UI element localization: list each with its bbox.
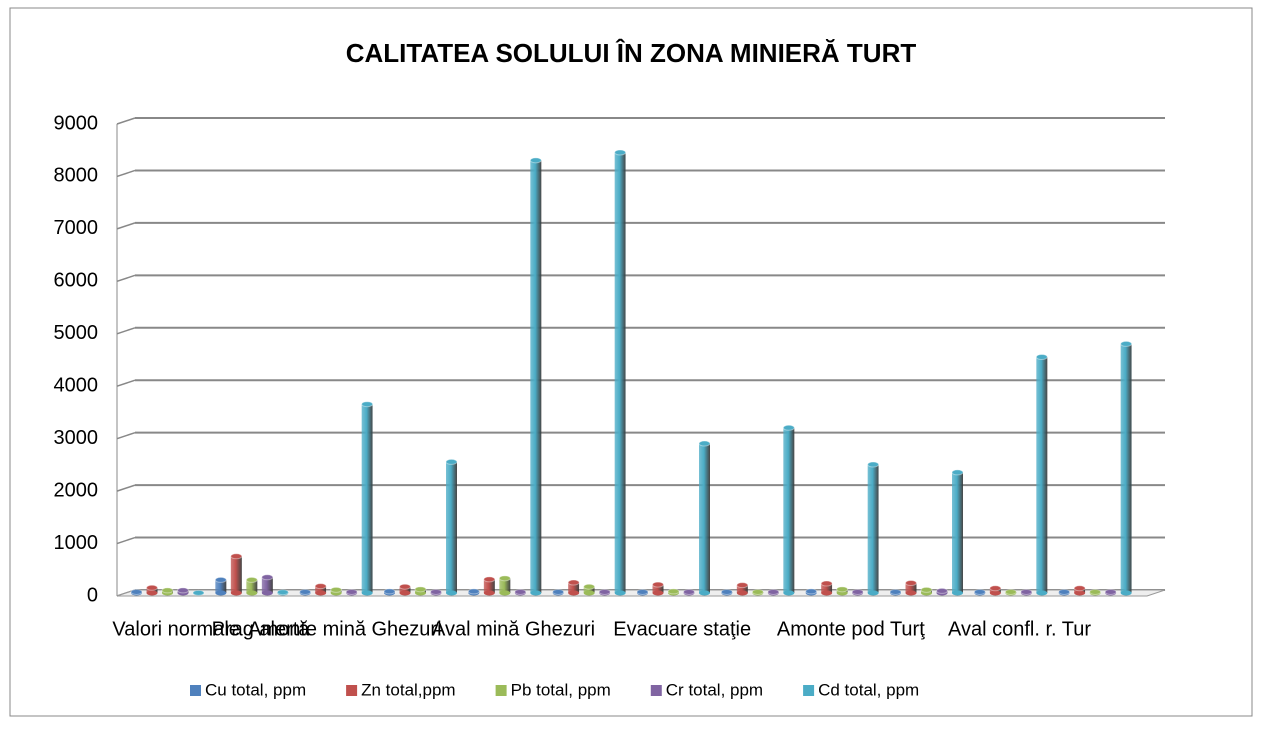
bar [384, 589, 395, 596]
bar [147, 585, 158, 595]
y-tick-label: 6000 [54, 270, 99, 292]
x-tick-label: Aval mină Ghezuri [432, 618, 595, 640]
bar [752, 589, 763, 595]
bar [499, 576, 510, 596]
bar [1105, 589, 1116, 595]
bar [783, 425, 794, 595]
bar [515, 589, 526, 595]
bar [484, 577, 495, 596]
legend-swatch [496, 685, 507, 696]
bar [684, 589, 695, 595]
bar [806, 589, 817, 596]
bar [331, 587, 342, 595]
x-tick-label: Amonte mină Ghezuri [248, 618, 441, 640]
bar [852, 589, 863, 595]
bar [1074, 586, 1085, 596]
bar [721, 589, 732, 595]
y-tick-label: 9000 [54, 112, 99, 134]
bar [231, 554, 242, 596]
bar [362, 402, 373, 596]
bar [193, 590, 204, 595]
legend-swatch [190, 685, 201, 696]
bar [1021, 589, 1032, 595]
legend-swatch [346, 685, 357, 696]
bar [1005, 589, 1016, 595]
y-tick-label: 7000 [54, 217, 99, 239]
y-tick-label: 5000 [54, 322, 99, 344]
bar [1059, 589, 1070, 595]
y-tick-label: 8000 [54, 165, 99, 187]
bar [300, 589, 311, 595]
bar [868, 462, 879, 595]
bar [821, 581, 832, 595]
bar [1121, 341, 1132, 595]
bar [584, 584, 595, 595]
bar [431, 589, 442, 595]
bar [837, 587, 848, 596]
y-tick-label: 2000 [54, 479, 99, 501]
chart-border [10, 8, 1252, 716]
bar [890, 589, 901, 595]
x-tick-label: Amonte pod Turţ [777, 618, 925, 640]
bar [400, 584, 411, 595]
legend-swatch [803, 685, 814, 696]
bar [952, 470, 963, 596]
bar [162, 588, 173, 596]
bar [1036, 355, 1047, 596]
bar [277, 590, 288, 596]
bar [615, 150, 626, 596]
bar [315, 584, 326, 596]
bar [974, 589, 985, 595]
chart-title: CALITATEA SOLULUI ÎN ZONA MINIERĂ TURT [346, 38, 917, 68]
y-tick-label: 3000 [54, 427, 99, 449]
bar [668, 589, 679, 596]
bar [215, 577, 226, 595]
bar [246, 577, 257, 595]
bar [737, 583, 748, 596]
bar [415, 587, 426, 596]
x-tick-label: Aval confl. r. Tur [948, 618, 1091, 640]
bar [906, 581, 917, 596]
y-tick-label: 0 [87, 584, 98, 606]
bar [553, 589, 564, 595]
legend-label: Cu total, ppm [205, 680, 306, 699]
y-tick-label: 1000 [54, 532, 99, 554]
bar [530, 158, 541, 596]
bar [446, 459, 457, 595]
bar [346, 589, 357, 595]
bar [599, 589, 610, 595]
x-tick-label: Evacuare staţie [613, 618, 751, 640]
bar [468, 589, 479, 596]
legend-swatch [651, 685, 662, 696]
y-tick-label: 4000 [54, 375, 99, 397]
bar [1090, 589, 1101, 595]
bar [262, 575, 273, 596]
legend-label: Cr total, ppm [666, 680, 763, 699]
legend-label: Pb total, ppm [511, 680, 611, 699]
bar [637, 589, 648, 595]
legend-label: Cd total, ppm [818, 680, 919, 699]
bar [699, 441, 710, 595]
bar [768, 589, 779, 595]
bar [937, 588, 948, 595]
bar [568, 580, 579, 595]
bar [178, 588, 189, 596]
bar [921, 587, 932, 595]
legend-label: Zn total,ppm [361, 680, 456, 699]
bar [990, 586, 1001, 596]
bar [131, 589, 142, 595]
bar [653, 582, 664, 595]
